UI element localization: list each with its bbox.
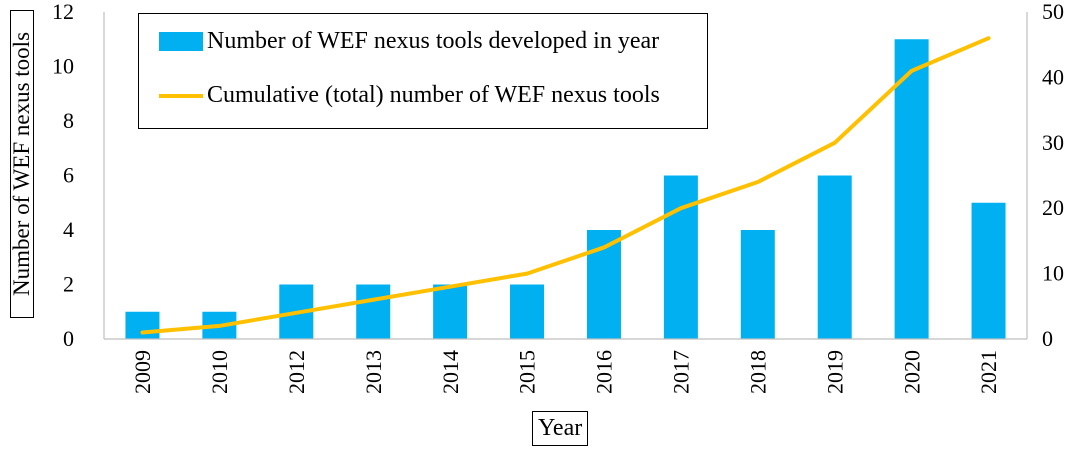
x-tick: 2015 xyxy=(515,350,540,394)
legend-label-line: Cumulative (total) number of WEF nexus t… xyxy=(207,82,660,108)
y-tick-left: 6 xyxy=(63,163,74,188)
x-tick: 2009 xyxy=(130,350,155,394)
bar-series xyxy=(125,39,1006,339)
legend: Number of WEF nexus tools developed in y… xyxy=(138,13,708,129)
legend-swatch-line xyxy=(159,93,203,98)
bar-2017 xyxy=(663,175,698,339)
x-tick: 2014 xyxy=(438,350,463,394)
axes xyxy=(103,12,1028,340)
x-tick: 2012 xyxy=(284,350,309,394)
y-tick-left: 0 xyxy=(63,326,74,351)
bar-2009 xyxy=(125,311,160,339)
y-tick-right: 20 xyxy=(1042,195,1064,220)
cumulative-line xyxy=(140,36,991,335)
legend-swatch-bars xyxy=(159,32,203,51)
y-tick-right: 10 xyxy=(1042,261,1064,286)
x-tick: 2016 xyxy=(592,350,617,394)
x-tick: 2021 xyxy=(976,350,1001,394)
x-tick: 2017 xyxy=(669,350,694,394)
x-tick: 2013 xyxy=(361,350,386,394)
legend-item-bars: Number of WEF nexus tools developed in y… xyxy=(159,28,659,55)
x-tick: 2018 xyxy=(745,350,770,394)
y-tick-right: 0 xyxy=(1042,326,1053,351)
y-tick-left: 10 xyxy=(52,54,74,79)
legend-item-line: Cumulative (total) number of WEF nexus t… xyxy=(159,82,660,109)
bar-2020 xyxy=(894,39,929,339)
x-axis-title: Year xyxy=(532,411,589,446)
y-tick-left: 2 xyxy=(63,272,74,297)
x-tick: 2019 xyxy=(822,350,847,394)
y-axis-title-box xyxy=(10,10,34,318)
bar-2014 xyxy=(433,284,468,339)
bar-2013 xyxy=(356,284,391,339)
bar-2021 xyxy=(971,202,1006,339)
y-tick-right: 40 xyxy=(1042,64,1064,89)
y-axis-title: Number of WEF nexus tools xyxy=(9,31,34,297)
y-tick-left: 8 xyxy=(63,108,74,133)
y-tick-left: 4 xyxy=(63,217,74,242)
line-series xyxy=(140,36,991,335)
tick-labels: 0 2 4 6 8 10 12 0 10 20 30 40 50 2009 2010 2012 2013 2014… xyxy=(52,0,1064,394)
bar-2019 xyxy=(817,175,852,339)
y-tick-right: 30 xyxy=(1042,130,1064,155)
y-tick-right: 50 xyxy=(1042,0,1064,24)
x-tick: 2020 xyxy=(899,350,924,394)
y-tick-left: 12 xyxy=(52,0,74,24)
legend-label-bars: Number of WEF nexus tools developed in y… xyxy=(207,28,660,54)
bar-2015 xyxy=(510,284,545,339)
x-tick: 2010 xyxy=(207,350,232,394)
bar-2018 xyxy=(740,230,775,339)
